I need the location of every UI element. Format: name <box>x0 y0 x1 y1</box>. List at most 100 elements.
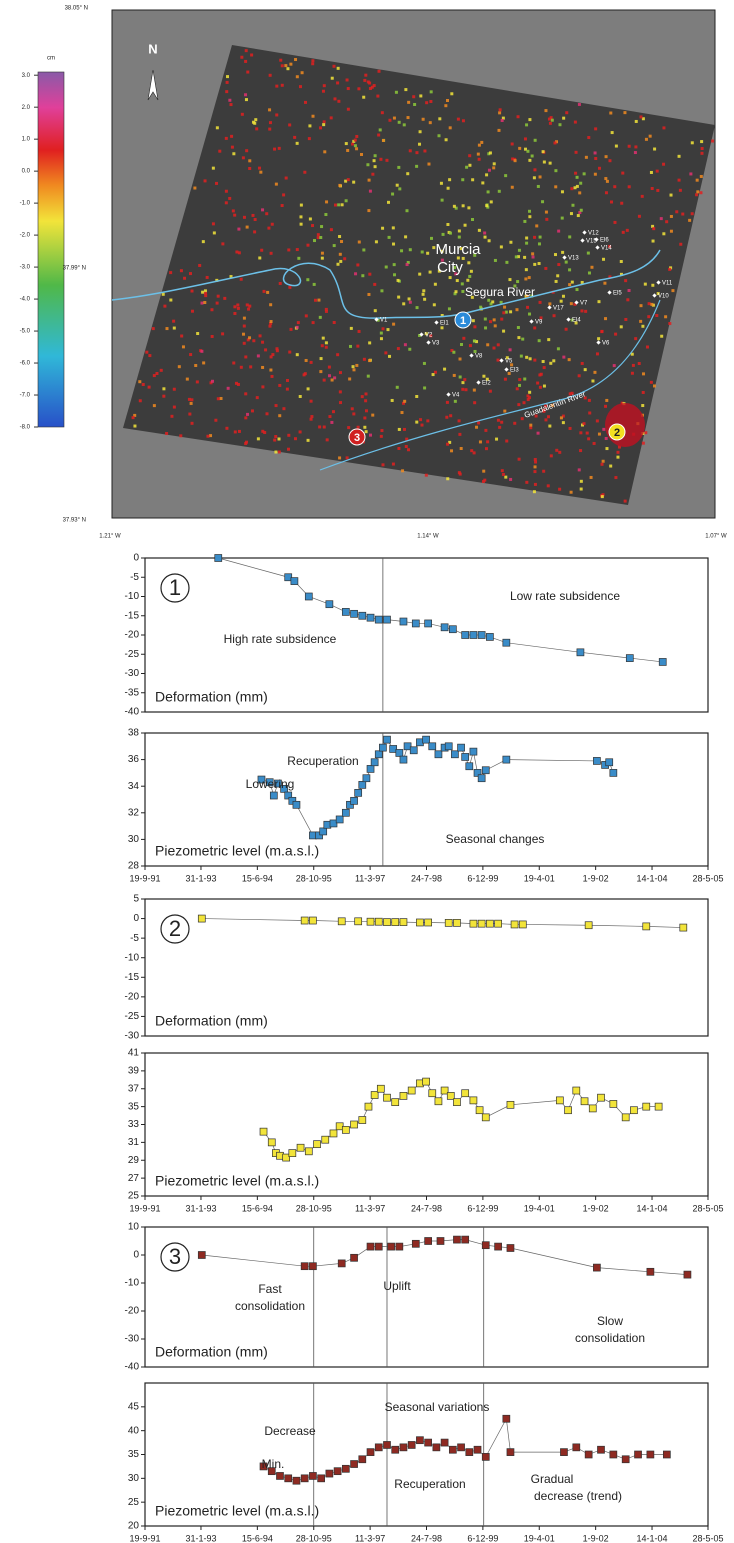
map-pixel <box>339 253 342 256</box>
map-pixel <box>490 200 493 203</box>
map-pixel <box>555 449 558 452</box>
map-pixel <box>570 187 573 190</box>
y-tick-label: -5 <box>130 572 139 583</box>
map-pixel <box>374 154 377 157</box>
map-pixel <box>467 206 470 209</box>
map-pixel <box>413 103 416 106</box>
map-pixel <box>183 277 186 280</box>
map-pixel <box>543 366 546 369</box>
map-pixel <box>441 326 444 329</box>
data-point <box>445 743 452 750</box>
map-pixel <box>649 135 652 138</box>
x-tick-label: 6-12-99 <box>467 1203 498 1213</box>
map-pixel <box>482 375 485 378</box>
map-pixel <box>701 147 704 150</box>
map-pixel <box>622 231 625 234</box>
map-pixel <box>261 208 264 211</box>
map-pixel <box>190 398 193 401</box>
coordinate-label: 37.99° N <box>63 266 86 272</box>
annotation: Lowering <box>246 777 295 791</box>
map-pixel <box>486 343 489 346</box>
map-pixel <box>528 118 531 121</box>
map-pixel <box>521 417 524 420</box>
map-pixel <box>552 359 555 362</box>
map-pixel <box>665 220 668 223</box>
map-pixel <box>509 348 512 351</box>
map-pixel <box>443 368 446 371</box>
data-point <box>573 1087 580 1094</box>
map-pixel <box>263 290 266 293</box>
data-point <box>359 781 366 788</box>
map-pixel <box>323 379 326 382</box>
map-pixel <box>511 142 514 145</box>
data-point <box>597 1094 604 1101</box>
map-pixel <box>217 295 220 298</box>
map-pixel <box>462 119 465 122</box>
map-pixel <box>328 366 331 369</box>
map-pixel <box>518 384 521 387</box>
map-pixel <box>303 171 306 174</box>
map-pixel <box>190 402 193 405</box>
map-pixel <box>361 274 364 277</box>
map-pixel <box>648 302 651 305</box>
data-point <box>351 610 358 617</box>
data-point <box>478 632 485 639</box>
data-point <box>495 920 502 927</box>
map-pixel <box>593 371 596 374</box>
x-tick-label: 19-9-91 <box>129 873 160 883</box>
map-pixel <box>355 147 358 150</box>
map-pixel <box>536 382 539 385</box>
map-pixel <box>525 356 528 359</box>
map-pixel <box>241 113 244 116</box>
map-pixel <box>624 318 627 321</box>
map-pixel <box>529 424 532 427</box>
map-pixel <box>312 115 315 118</box>
data-point <box>425 1238 432 1245</box>
data-point <box>429 1090 436 1097</box>
map-pixel <box>162 293 165 296</box>
map-pixel <box>310 400 313 403</box>
data-point <box>355 918 362 925</box>
map-pixel <box>356 345 359 348</box>
y-tick-label: 28 <box>128 861 140 872</box>
point-label: V8 <box>475 354 483 360</box>
map-pixel <box>517 403 520 406</box>
map-pixel <box>363 79 366 82</box>
map-pixel <box>568 235 571 238</box>
map-pixel <box>533 359 536 362</box>
map-pixel <box>308 124 311 127</box>
colorbar-tick-label: -1.0 <box>20 201 31 207</box>
x-tick-label: 11-3-97 <box>355 1203 385 1213</box>
map-pixel <box>227 387 230 390</box>
map-pixel <box>276 349 279 352</box>
map-pixel <box>544 109 547 112</box>
map-pixel <box>191 310 194 313</box>
map-pixel <box>583 422 586 425</box>
map-pixel <box>275 85 278 88</box>
map-pixel <box>539 175 542 178</box>
map-pixel <box>363 416 366 419</box>
map-pixel <box>371 86 374 89</box>
map-pixel <box>580 480 583 483</box>
map-pixel <box>322 90 325 93</box>
map-pixel <box>504 378 507 381</box>
y-tick-label: 0 <box>133 1250 139 1261</box>
map-pixel <box>464 388 467 391</box>
data-point <box>392 1099 399 1106</box>
data-point <box>441 624 448 631</box>
data-point <box>305 1148 312 1155</box>
map-pixel <box>626 298 629 301</box>
map-pixel <box>608 159 611 162</box>
data-point <box>198 1252 205 1259</box>
data-point <box>659 658 666 665</box>
map-pixel <box>635 120 638 123</box>
data-point <box>305 593 312 600</box>
map-pixel <box>652 227 655 230</box>
map-pixel <box>246 303 249 306</box>
city-label: City <box>437 259 463 276</box>
map-pixel <box>322 123 325 126</box>
map-pixel <box>385 266 388 269</box>
map-pixel <box>539 386 542 389</box>
map-pixel <box>180 335 183 338</box>
map-pixel <box>575 151 578 154</box>
